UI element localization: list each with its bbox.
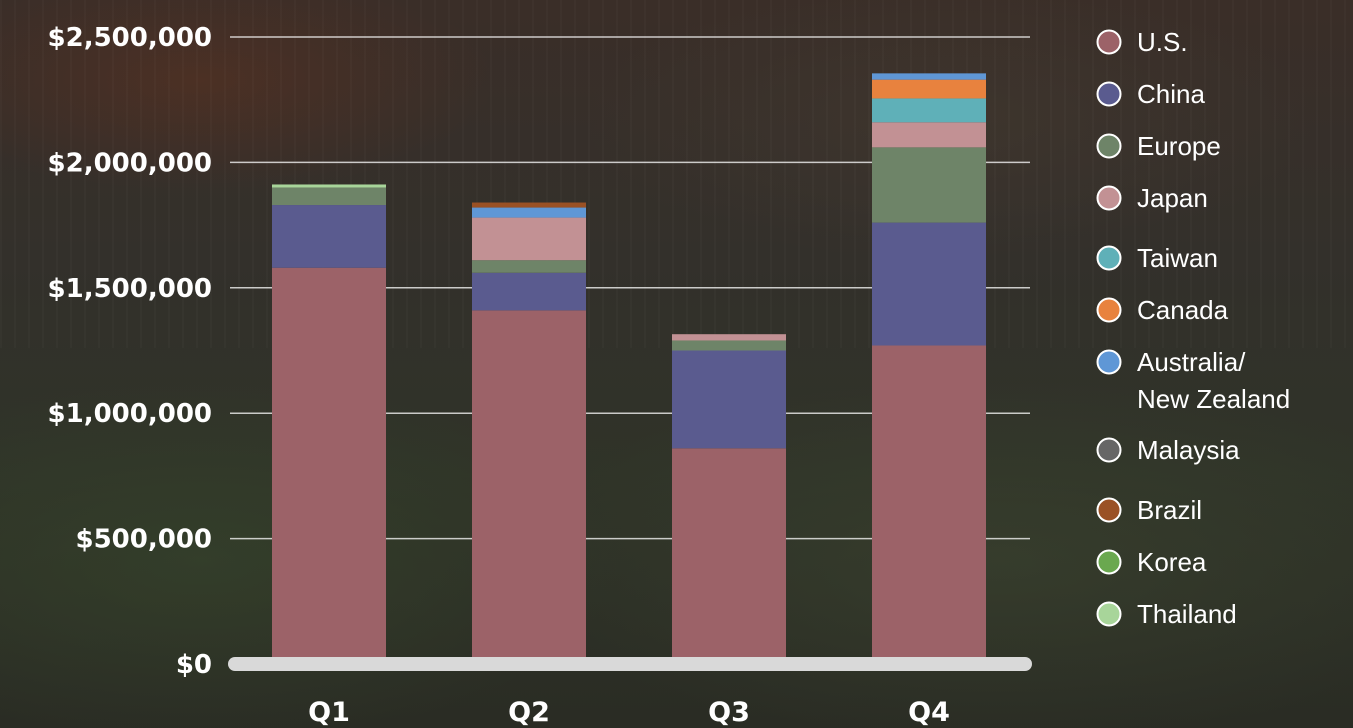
legend-swatch (1096, 297, 1122, 323)
legend-label: U.S. (1137, 27, 1188, 57)
bar-segment (272, 187, 386, 206)
legend-swatch (1096, 497, 1122, 523)
legend-label: Korea (1137, 547, 1207, 577)
legend-item: Thailand (1096, 599, 1237, 629)
legend-item: Brazil (1096, 495, 1202, 525)
bar-segment (472, 202, 586, 208)
legend-item: Australia/New Zealand (1096, 347, 1290, 414)
legend-label: Taiwan (1137, 243, 1218, 273)
x-axis (228, 657, 1032, 671)
legend-label: Australia/ (1137, 347, 1246, 377)
legend-item: U.S. (1096, 27, 1188, 57)
bar-segment (872, 79, 986, 99)
y-tick-label: $500,000 (75, 525, 212, 555)
legend-label: Brazil (1137, 495, 1202, 525)
legend-label: Europe (1137, 131, 1221, 161)
legend-swatch (1096, 185, 1122, 211)
bar-stacks (272, 73, 986, 664)
legend-item: Japan (1096, 183, 1208, 213)
legend-label: Thailand (1137, 599, 1237, 629)
x-tick-label: Q1 (308, 697, 350, 728)
bar-segment (272, 267, 386, 664)
legend-swatch (1096, 81, 1122, 107)
legend-swatch (1096, 245, 1122, 271)
bar-segment (872, 147, 986, 223)
background-texture (0, 0, 1353, 348)
legend-swatch (1096, 349, 1122, 375)
x-axis-baseline (228, 657, 1032, 671)
bar-segment (472, 272, 586, 311)
legend-swatch (1096, 133, 1122, 159)
bar-segment (472, 207, 586, 218)
legend-label: Japan (1137, 183, 1208, 213)
x-tick-label: Q4 (908, 697, 950, 728)
legend-label: Malaysia (1137, 435, 1240, 465)
y-tick-label: $2,000,000 (48, 148, 212, 178)
y-tick-label: $2,500,000 (48, 23, 212, 53)
bar-segment (872, 345, 986, 664)
bar-segment (472, 217, 586, 261)
bar-segment (872, 222, 986, 346)
bar-segment (472, 310, 586, 664)
x-tick-label: Q2 (508, 697, 550, 728)
legend-item: Malaysia (1096, 435, 1240, 465)
x-tick-label: Q3 (708, 697, 750, 728)
y-tick-labels: $0 $500,000 $1,000,000 $1,500,000 $2,000,000… (48, 23, 212, 680)
legend-item: Canada (1096, 295, 1229, 325)
bar-segment (672, 350, 786, 449)
y-tick-label: $0 (176, 650, 212, 680)
y-tick-label: $1,500,000 (48, 274, 212, 304)
bar-segment (872, 98, 986, 123)
bar-segment (472, 260, 586, 273)
bar-segment (272, 184, 386, 188)
legend: U.S. China Europe Japan Taiwan Canada Australi… (1096, 27, 1290, 629)
legend-item: Taiwan (1096, 243, 1218, 273)
legend-swatch (1096, 437, 1122, 463)
x-tick-labels: Q1 Q2 Q3 Q4 (308, 697, 950, 728)
legend-swatch (1096, 29, 1122, 55)
bar-segment (872, 73, 986, 80)
legend-label: New Zealand (1137, 384, 1290, 414)
legend-label: Canada (1137, 295, 1229, 325)
legend-label: China (1137, 79, 1205, 109)
bar-segment (672, 448, 786, 664)
y-tick-label: $1,000,000 (48, 399, 212, 429)
legend-item: Europe (1096, 131, 1221, 161)
legend-swatch (1096, 601, 1122, 627)
legend-item: China (1096, 79, 1205, 109)
bar-segment (672, 340, 786, 351)
bar-segment (872, 122, 986, 148)
legend-swatch (1096, 549, 1122, 575)
bar-segment (272, 205, 386, 268)
bar-segment (672, 334, 786, 341)
legend-item: Korea (1096, 547, 1207, 577)
